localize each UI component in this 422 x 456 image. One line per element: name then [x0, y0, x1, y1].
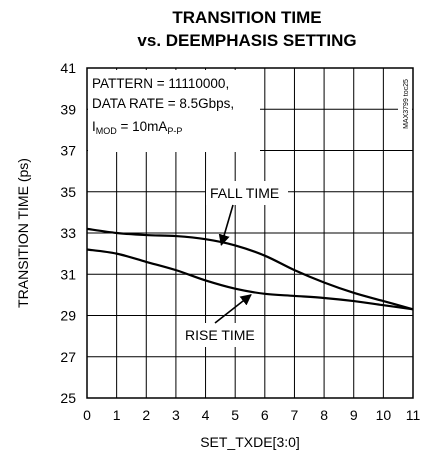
chart-title-line-1: TRANSITION TIME — [172, 8, 321, 27]
x-axis-label: SET_TXDE[3:0] — [200, 434, 300, 450]
fall-time-arrow — [218, 204, 234, 246]
watermark-background — [398, 70, 412, 138]
condition-imod-unit-sub: P-P — [167, 126, 182, 136]
x-tick-label: 8 — [320, 407, 328, 423]
y-tick-label: 31 — [60, 266, 76, 282]
y-tick-label: 33 — [60, 225, 76, 241]
chart-title-line-2: vs. DEEMPHASIS SETTING — [137, 31, 356, 50]
x-tick-label: 2 — [142, 407, 150, 423]
x-tick-label: 6 — [261, 407, 269, 423]
y-tick-label: 25 — [60, 390, 76, 406]
y-tick-label: 27 — [60, 349, 76, 365]
x-tick-labels: 0 1 2 3 4 5 6 7 8 9 10 11 — [83, 407, 420, 423]
annotation-arrows — [214, 204, 252, 324]
rise-time-arrow — [214, 294, 252, 324]
series-group — [86, 227, 414, 311]
series-line-fall-time — [86, 227, 414, 311]
x-tick-label: 9 — [350, 407, 358, 423]
y-tick-label: 37 — [60, 143, 76, 159]
condition-imod-sub: MOD — [96, 126, 117, 136]
condition-data-rate: DATA RATE = 8.5Gbps, — [92, 96, 234, 111]
x-tick-label: 1 — [113, 407, 121, 423]
fall-time-label: FALL TIME — [210, 185, 279, 201]
y-tick-label: 35 — [60, 184, 76, 200]
x-tick-label: 10 — [376, 407, 392, 423]
x-tick-label: 3 — [172, 407, 180, 423]
condition-imod-value: = 10mA — [117, 119, 168, 134]
rise-time-label: RISE TIME — [185, 327, 255, 343]
rise-label-background — [181, 323, 259, 347]
y-tick-labels: 25 27 29 31 33 35 37 39 41 — [60, 60, 76, 406]
x-tick-label: 0 — [83, 407, 91, 423]
x-tick-label: 4 — [202, 407, 210, 423]
condition-imod-main: I — [92, 119, 96, 134]
fall-label-background — [206, 181, 288, 205]
y-tick-label: 39 — [60, 101, 76, 117]
x-tick-label: 7 — [291, 407, 299, 423]
condition-pattern: PATTERN = 11110000, — [92, 76, 229, 91]
y-tick-label: 41 — [60, 60, 76, 76]
plot-frame — [86, 67, 414, 399]
watermark: MAX3799 toc25 — [403, 79, 410, 129]
x-tick-label: 5 — [231, 407, 239, 423]
series-line-rise-time — [86, 248, 414, 311]
y-axis-label: TRANSITION TIME (ps) — [15, 158, 31, 308]
condition-imod: IMOD = 10mAP-P — [92, 119, 182, 136]
conditions-box-background — [88, 70, 260, 152]
x-tick-label: 11 — [406, 407, 421, 423]
y-tick-label: 29 — [60, 308, 76, 324]
